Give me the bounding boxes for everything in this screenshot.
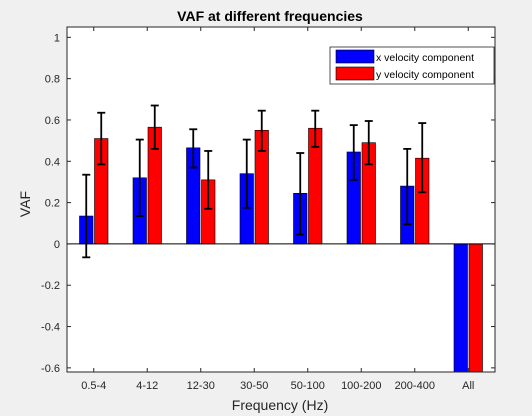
legend-label-y: y velocity component (376, 69, 474, 81)
y-tick-label: -0.4 (41, 322, 60, 334)
legend-label-x: x velocity component (376, 52, 474, 64)
y-tick-label: 0.4 (45, 156, 60, 168)
legend-swatch-y (335, 66, 375, 81)
y-axis-ticks: 1 0.8 0.6 0.4 0.2 0 -0.2 -0.4 -0.6 (41, 32, 495, 375)
x-tick-label: 12-30 (187, 380, 215, 392)
y-tick-label: 0.6 (45, 115, 60, 127)
y-tick-label: -0.2 (41, 280, 60, 292)
x-tick-label: 200-400 (395, 380, 435, 392)
errorbars-layer (82, 104, 427, 259)
x-tick-label: 100-200 (341, 380, 381, 392)
x-tick-label: 50-100 (291, 380, 325, 392)
axes-box (66, 26, 496, 373)
chart-title: VAF at different frequencies (177, 8, 363, 24)
bar-y-velocity (468, 243, 483, 373)
y-tick-label: 0.2 (45, 198, 60, 210)
x-axis-ticks: 0.5-4 4-12 12-30 30-50 50-100 100-200 200-400 A… (81, 27, 474, 392)
y-tick-label: 1 (54, 32, 60, 44)
legend-swatch-x (335, 49, 375, 64)
x-tick-label: 30-50 (240, 380, 268, 392)
bar-x-velocity (453, 243, 468, 373)
y-tick-label: 0.8 (45, 74, 60, 86)
y-axis-label: VAF (17, 191, 33, 217)
x-tick-label: 4-12 (136, 380, 158, 392)
x-tick-label: 0.5-4 (81, 380, 106, 392)
x-tick-label: All (462, 380, 474, 392)
y-tick-label: 0 (54, 239, 60, 251)
bars-layer (79, 126, 483, 373)
legend: x velocity component y velocity componen… (329, 46, 495, 85)
x-axis-label: Frequency (Hz) (232, 397, 328, 413)
y-tick-label: -0.6 (41, 363, 60, 375)
